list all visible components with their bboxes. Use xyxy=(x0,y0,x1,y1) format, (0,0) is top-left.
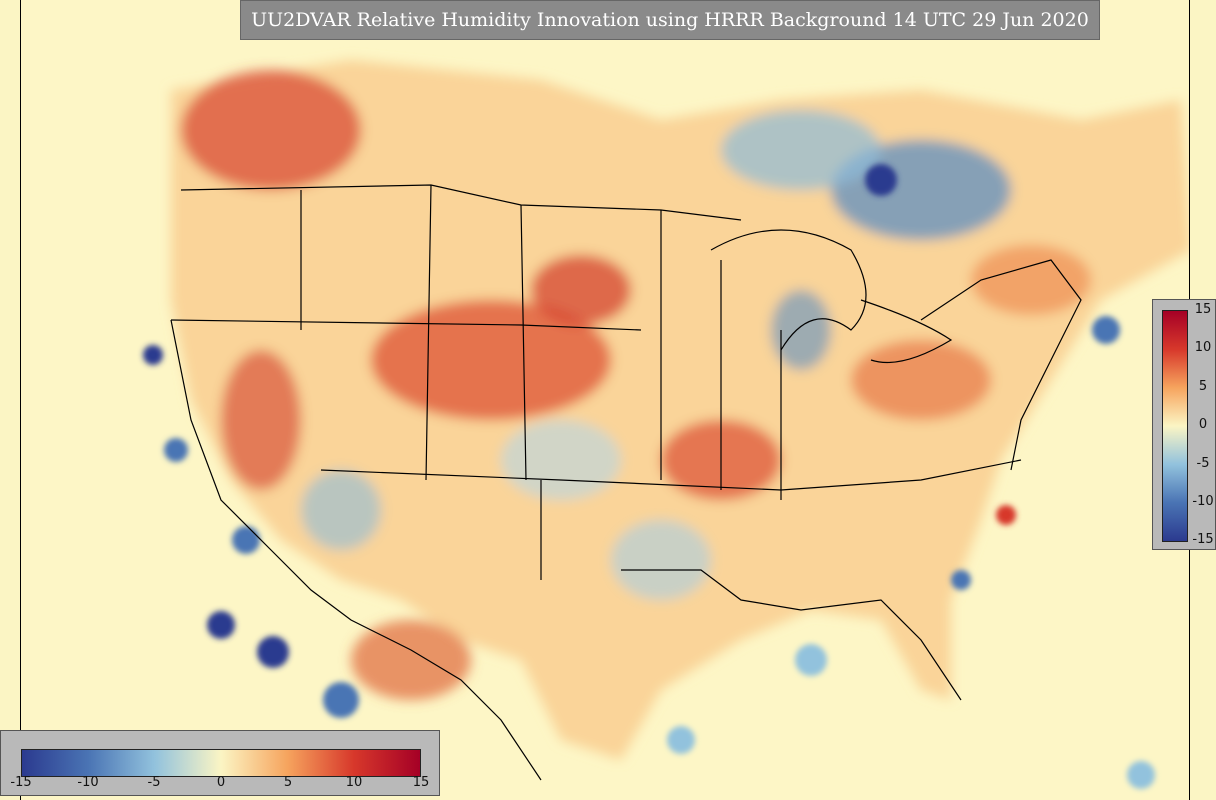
colorbar-tick: 10 xyxy=(1194,340,1212,355)
colorbar-tick: -5 xyxy=(147,775,161,790)
colorbar-horizontal-gradient xyxy=(21,749,421,777)
colorbar-horizontal: -15 -10 -5 0 5 10 15 xyxy=(0,730,440,796)
colorbar-vertical: 15 10 5 0 -5 -10 -15 xyxy=(1152,299,1216,550)
colorbar-tick: 10 xyxy=(345,775,363,790)
colorbar-vertical-gradient xyxy=(1162,310,1188,542)
colorbar-tick: -10 xyxy=(1192,494,1214,509)
colorbar-tick: -10 xyxy=(77,775,99,790)
map-panel xyxy=(20,0,1190,800)
colorbar-tick: -15 xyxy=(10,775,32,790)
colorbar-tick: -5 xyxy=(1196,456,1210,471)
colorbar-tick: 15 xyxy=(1194,302,1212,317)
map-title: UU2DVAR Relative Humidity Innovation usi… xyxy=(240,0,1100,40)
colorbar-tick: 0 xyxy=(216,775,226,790)
colorbar-tick: -15 xyxy=(1192,532,1214,547)
humidity-map xyxy=(21,0,1189,800)
colorbar-tick: 0 xyxy=(1198,417,1208,432)
colorbar-tick: 5 xyxy=(283,775,293,790)
colorbar-tick: 5 xyxy=(1198,379,1208,394)
colorbar-tick: 15 xyxy=(412,775,430,790)
